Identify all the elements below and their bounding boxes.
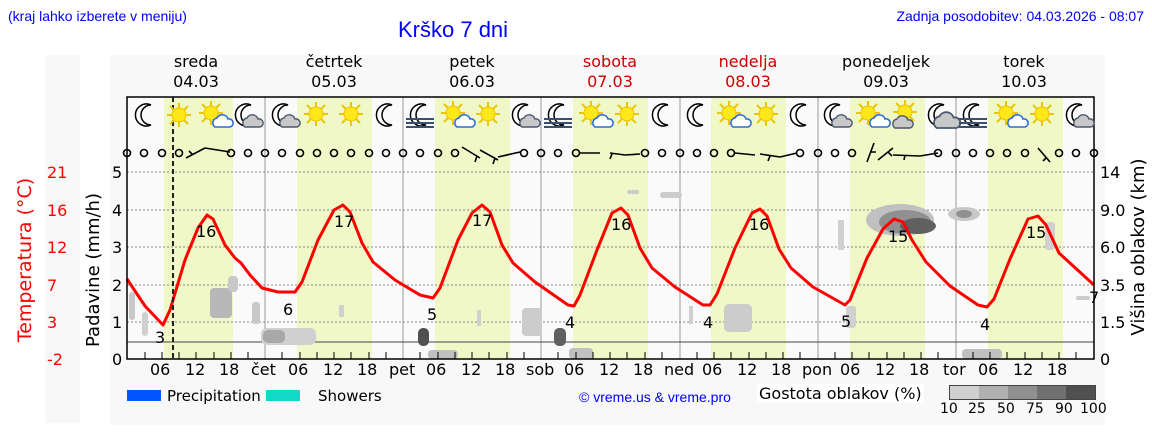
- showers-swatch: [266, 390, 300, 401]
- showers-legend-label: Showers: [318, 387, 382, 405]
- cloud-height-tick: 14: [1100, 163, 1121, 182]
- cloud-density-blobs: [129, 190, 1090, 359]
- temp-tick: 7: [47, 276, 58, 295]
- precipitation-legend-label: Precipitation: [167, 387, 261, 405]
- temp-min-label: 5: [427, 305, 437, 324]
- temp-end-label: 7: [1089, 288, 1099, 307]
- day-header: sreda 04.03: [173, 52, 219, 91]
- temp-max-label: 17: [472, 211, 492, 230]
- temp-min-label: 5: [841, 312, 851, 331]
- day-abbr: čet: [251, 360, 276, 379]
- temp-max-label: 16: [196, 222, 216, 241]
- temp-tick: 21: [47, 163, 68, 182]
- precip-tick: 1: [112, 313, 123, 332]
- temp-max-label: 16: [749, 215, 769, 234]
- sun-icon: [338, 101, 364, 127]
- sun-icon: [614, 101, 640, 127]
- temp-min-label: 4: [703, 313, 713, 332]
- sun-icon: [303, 101, 329, 127]
- temp-max-label: 15: [1026, 223, 1046, 242]
- precip-tick: 0: [112, 350, 123, 369]
- temp-tick: -2: [47, 350, 63, 369]
- sun-icon: [475, 101, 501, 127]
- temp-tick: 16: [47, 201, 68, 220]
- day-header: ponedeljek 09.03: [842, 52, 930, 91]
- precip-tick: 5: [112, 163, 123, 182]
- temp-annotations: 3 16 6 17 5 17 4 16 4 16 5 15 4 15 7: [155, 211, 1099, 347]
- last-update: Zadnja posodobitev: 04.03.2026 - 08:07: [896, 8, 1144, 24]
- temp-max-label: 16: [611, 215, 631, 234]
- sun-icon: [753, 101, 779, 127]
- sun-icon: [1029, 101, 1055, 127]
- hour-ticks: [144, 352, 1077, 359]
- day-abbr: sob: [526, 360, 555, 379]
- temp-min-label: 3: [155, 328, 165, 347]
- wind-row: [122, 142, 1099, 165]
- day-header: torek 10.03: [1001, 52, 1047, 91]
- sun-icon: [166, 102, 192, 128]
- density-swatch: [950, 386, 979, 399]
- density-swatch: [979, 386, 1008, 399]
- temp-axis-panel: [45, 55, 80, 423]
- day-header-weekend: sobota 07.03: [582, 52, 638, 91]
- temp-min-label: 4: [980, 315, 990, 334]
- x-axis-labels: 06 12 18 čet 06 12 18 pet 06 12 18 sob 0…: [150, 360, 1068, 379]
- precip-tick: 2: [112, 276, 123, 295]
- day-headers: sreda 04.03 četrtek 05.03 petek 06.03 sobot…: [127, 52, 1094, 94]
- temp-min-label: 4: [565, 313, 575, 332]
- precip-tick: 3: [112, 238, 123, 257]
- temp-min-label: 6: [283, 300, 293, 319]
- day-abbr: pon: [802, 360, 833, 379]
- cloud-height-tick: 0: [1100, 350, 1111, 369]
- day-header-weekend: nedelja 08.03: [718, 52, 778, 91]
- precipitation-swatch: [127, 390, 161, 401]
- precip-tick: 4: [112, 201, 123, 220]
- location-menu-hint[interactable]: (kraj lahko izberete v meniju): [8, 8, 187, 24]
- temp-tick: 12: [47, 238, 68, 257]
- cloud-height-tick: 1.5: [1100, 313, 1126, 332]
- cloud-density-scale: [949, 385, 1096, 400]
- day-abbr: ned: [664, 360, 695, 379]
- density-swatch: [1066, 386, 1095, 399]
- day-header: četrtek 05.03: [305, 52, 363, 91]
- cloud-height-tick: 3.5: [1100, 276, 1126, 295]
- day-abbr: pet: [389, 360, 416, 379]
- daylight-bands: [164, 97, 1063, 359]
- copyright-link[interactable]: © vreme.us & vreme.pro: [579, 389, 731, 405]
- day-abbr: tor: [943, 360, 966, 379]
- cloud-height-tick: 9.0: [1100, 201, 1126, 220]
- temperature-line: [125, 203, 1096, 327]
- day-header: petek 06.03: [449, 52, 495, 91]
- cloud-height-tick: 6.0: [1100, 238, 1126, 257]
- temp-tick: 3: [47, 313, 58, 332]
- page-title: Krško 7 dni: [398, 17, 509, 42]
- density-swatch: [1008, 386, 1037, 399]
- cloud-density-label: Gostota oblakov (%): [757, 384, 924, 403]
- temp-max-label: 15: [888, 227, 908, 246]
- temp-max-label: 17: [334, 212, 354, 231]
- density-swatch: [1037, 386, 1066, 399]
